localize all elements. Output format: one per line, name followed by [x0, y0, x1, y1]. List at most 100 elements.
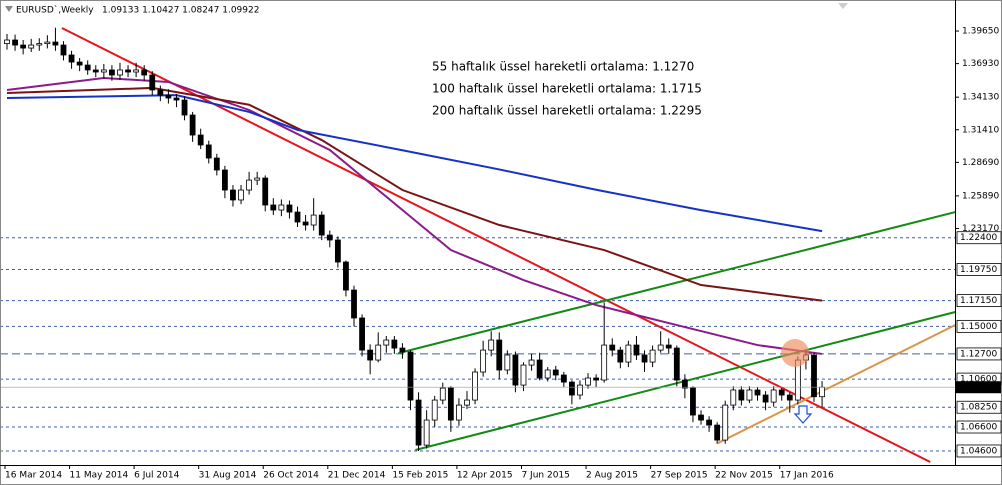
candle-body — [262, 177, 269, 206]
candle-body — [383, 339, 390, 346]
level-label: 1.17150 — [960, 296, 997, 306]
candle-body — [512, 354, 519, 386]
level-label-box — [956, 444, 1002, 458]
level-label-box — [956, 347, 1002, 361]
ohlc-info: 1.09133 1.10427 1.08247 1.09922 — [102, 6, 259, 16]
candle-body — [641, 354, 648, 363]
candle-body — [205, 144, 212, 159]
candle-body — [181, 99, 188, 116]
candle-body — [157, 89, 164, 96]
level-label: 1.10600 — [960, 375, 997, 385]
candle-body — [359, 317, 365, 351]
candle-body — [431, 399, 438, 421]
candle-body — [738, 389, 745, 401]
candle-body — [690, 387, 696, 416]
candle-body — [496, 339, 503, 371]
level-label: 1.22400 — [960, 233, 997, 243]
legend-entry: 100 haftalık üssel hareketli ortalama: 1… — [432, 82, 702, 96]
candle-body — [125, 69, 131, 73]
y-tick-label: 1.39650 — [962, 27, 999, 37]
candle-body — [399, 347, 406, 353]
candle-body — [221, 169, 228, 191]
candle-body — [439, 387, 446, 401]
candle-body — [310, 214, 317, 226]
candle-body — [544, 369, 551, 379]
candle-body — [577, 384, 583, 396]
candle-body — [230, 189, 236, 201]
ma-line — [6, 86, 823, 302]
candle-body — [480, 349, 487, 373]
candle-body — [165, 94, 172, 99]
level-label: 1.19750 — [960, 265, 997, 275]
current-price-label: 1.09922 — [960, 383, 997, 393]
ma-line — [6, 76, 823, 355]
candle-body — [294, 211, 301, 223]
candle-body — [472, 371, 478, 401]
x-tick-label: 27 Sep 2015 — [651, 471, 708, 481]
candle-body — [649, 349, 656, 363]
x-tick-label: 17 Jan 2016 — [780, 471, 834, 481]
level-label: 1.04600 — [960, 446, 997, 456]
candle-body — [625, 344, 632, 363]
legend-entry: 55 haftalık üssel hareketli ortalama: 1.… — [432, 60, 694, 74]
candle-body — [552, 369, 559, 376]
candle-body — [423, 419, 430, 446]
candle-body — [520, 364, 527, 386]
highlight-circle — [781, 339, 809, 367]
candle-body — [76, 61, 83, 66]
trend-line — [398, 211, 955, 355]
candle-body — [407, 351, 414, 401]
candle-body — [593, 377, 600, 381]
candle-body — [391, 339, 398, 349]
candle-body — [375, 344, 382, 361]
candle-body — [326, 234, 333, 241]
candle-body — [819, 386, 825, 398]
candle-body — [811, 354, 817, 398]
candle-body — [746, 389, 753, 401]
candle-body — [657, 344, 664, 351]
candle-body — [504, 354, 511, 371]
current-price-box — [956, 381, 1001, 394]
candle-body — [270, 204, 277, 211]
candle-body — [633, 344, 640, 356]
candle-body — [52, 41, 59, 46]
candle-body — [84, 64, 91, 71]
level-label: 1.12700 — [960, 349, 997, 359]
candle-body — [488, 339, 495, 351]
y-tick-label: 1.36930 — [962, 59, 999, 69]
candle-body — [528, 359, 535, 366]
x-tick-label: 12 Apr 2015 — [457, 471, 513, 481]
x-tick-label: 22 Nov 2015 — [715, 471, 773, 481]
candle-body — [334, 239, 341, 263]
level-label-box — [956, 294, 1002, 308]
level-label-box — [956, 263, 1002, 276]
candle-body — [754, 389, 761, 396]
candle-body — [730, 389, 737, 406]
candle-body — [447, 387, 454, 421]
level-label-box — [956, 400, 1002, 414]
x-tick-label: 2 Aug 2015 — [586, 471, 638, 481]
candle-body — [673, 347, 680, 381]
y-tick-label: 1.23170 — [962, 224, 999, 234]
candle-body — [609, 344, 616, 351]
candle-body — [213, 157, 220, 171]
y-tick-label: 1.31410 — [962, 125, 999, 135]
candle-body — [92, 69, 99, 73]
candle-body — [12, 39, 18, 46]
candle-body — [770, 389, 777, 403]
plot-area — [1, 27, 955, 463]
candle-body — [197, 134, 204, 146]
candle-body — [318, 214, 325, 236]
candle-body — [536, 359, 543, 379]
candle-body — [367, 349, 374, 361]
candle-body — [681, 379, 688, 389]
candle-body — [302, 221, 309, 226]
level-label: 1.08250 — [960, 403, 997, 413]
legend-entry: 200 haftalık üssel hareketli ortalama: 1… — [432, 104, 702, 118]
candle-body — [246, 179, 253, 191]
x-tick-label: 11 May 2014 — [70, 471, 129, 481]
candle-body — [665, 344, 672, 349]
x-tick-label: 6 Jul 2014 — [134, 471, 179, 481]
candle-body — [60, 44, 67, 56]
